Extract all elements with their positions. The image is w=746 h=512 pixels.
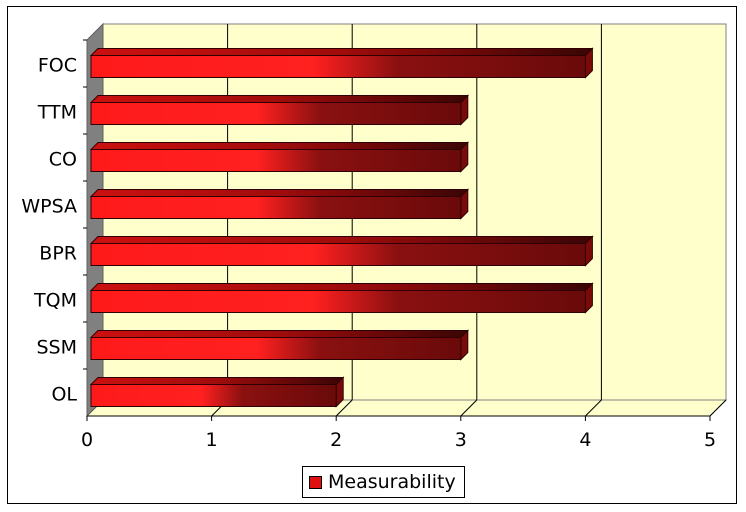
- category-label: TQM: [33, 290, 77, 312]
- floor-gridline: [335, 399, 353, 417]
- bar-top: [89, 142, 470, 150]
- bar-top: [89, 95, 470, 103]
- x-tick-labels: 0 1 2 3 4 5: [81, 429, 716, 451]
- category-label: OL: [51, 384, 77, 406]
- bar-top: [89, 377, 345, 385]
- category-labels: OL SSM TQM BPR WPSA CO TTM FOC: [21, 55, 77, 406]
- bar: [90, 102, 462, 125]
- bar-top: [89, 283, 594, 291]
- x-tick-label: 2: [330, 429, 342, 451]
- bar: [90, 196, 462, 219]
- bars: [89, 47, 594, 408]
- x-tick-label: 1: [206, 429, 218, 451]
- category-label: WPSA: [21, 196, 77, 218]
- category-label: SSM: [36, 337, 77, 359]
- floor-gridline: [709, 399, 727, 417]
- x-tick-label: 5: [704, 429, 716, 451]
- legend-label: Measurability: [328, 471, 456, 493]
- category-label: FOC: [38, 55, 77, 77]
- bar-top: [89, 189, 470, 197]
- floor-gridline: [460, 399, 478, 417]
- category-label: TTM: [37, 102, 77, 124]
- bar: [90, 149, 462, 172]
- bar: [90, 55, 586, 78]
- bar: [90, 384, 337, 407]
- bar-top: [89, 330, 470, 338]
- category-label: BPR: [39, 243, 77, 265]
- legend-swatch: [309, 475, 322, 489]
- x-tick-label: 4: [579, 429, 591, 451]
- bar: [90, 290, 586, 313]
- category-label: CO: [49, 149, 77, 171]
- legend: Measurability: [302, 466, 465, 498]
- x-tick-label: 0: [81, 429, 93, 451]
- bar-top: [89, 48, 594, 56]
- bar: [90, 243, 586, 266]
- bar: [90, 337, 462, 360]
- x-tick-label: 3: [455, 429, 467, 451]
- bar-top: [89, 236, 594, 244]
- floor-gridline: [585, 399, 602, 417]
